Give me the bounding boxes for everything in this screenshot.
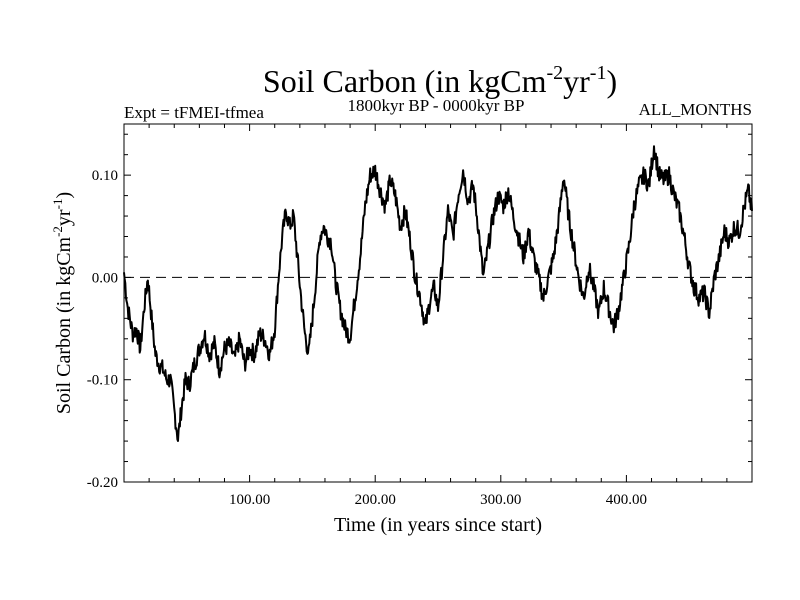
x-tick-label: 100.00 — [229, 492, 270, 508]
chart-title-sup2: -1 — [590, 62, 607, 84]
x-axis-label: Time (in years since start) — [334, 514, 542, 536]
y-tick-label: -0.20 — [87, 475, 118, 491]
chart-title-mid: yr — [563, 63, 590, 99]
period-label: 1800kyr BP - 0000kyr BP — [348, 96, 525, 115]
x-tick-label: 400.00 — [606, 492, 647, 508]
chart-title-base: Soil Carbon (in kgCm — [263, 63, 547, 99]
x-tick-label: 200.00 — [355, 492, 396, 508]
y-axis: -0.20 -0.10 0.00 0.10 — [87, 133, 752, 491]
experiment-label: Expt = tFMEI-tfmea — [124, 103, 264, 122]
plot-frame — [123, 123, 753, 483]
y-label-base: Soil Carbon (in kgCm — [53, 236, 75, 414]
y-tick-label: 0.00 — [92, 270, 118, 286]
months-label: ALL_MONTHS — [639, 100, 752, 119]
soil-carbon-series-line — [123, 145, 753, 442]
x-axis: 100.00 200.00 300.00 400.00 — [148, 124, 728, 508]
y-tick-label: -0.10 — [87, 373, 118, 389]
y-tick-label: 0.10 — [92, 168, 118, 184]
y-label-mid: yr — [53, 209, 75, 226]
chart-title-sup1: -2 — [546, 62, 563, 84]
x-tick-label: 300.00 — [480, 492, 521, 508]
chart-title: Soil Carbon (in kgCm-2yr-1) — [263, 62, 617, 99]
y-label-sup1: -2 — [50, 226, 65, 237]
y-axis-label: Soil Carbon (in kgCm-2yr-1) — [50, 192, 75, 414]
y-label-sup2: -1 — [50, 199, 65, 210]
y-label-end: ) — [53, 192, 75, 199]
chart-title-end: ) — [606, 63, 617, 99]
